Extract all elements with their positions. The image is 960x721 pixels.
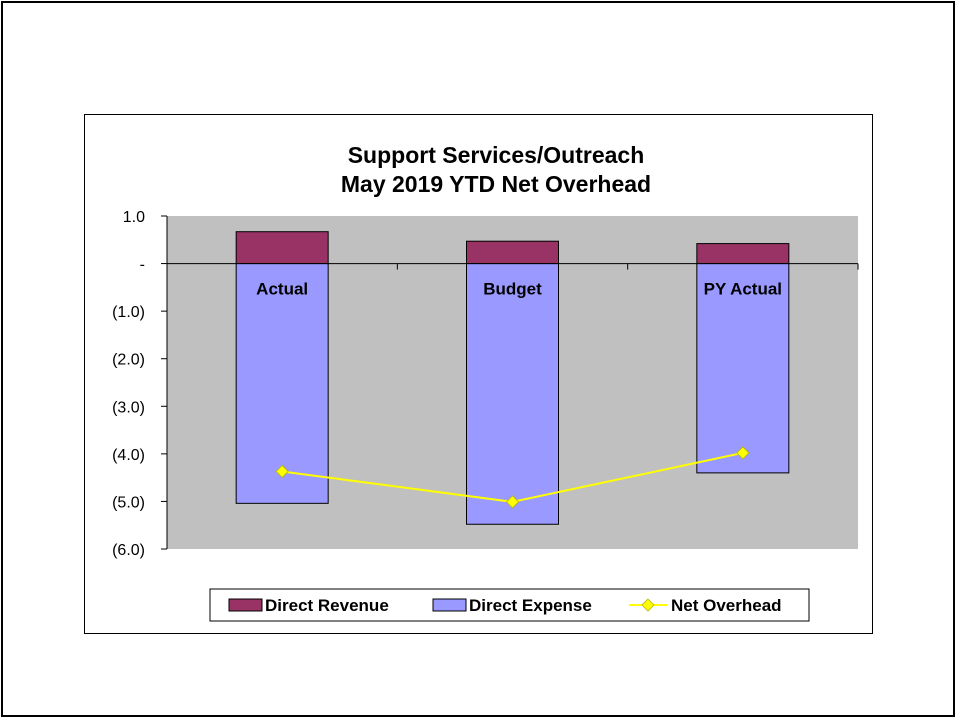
net-overhead-point (505, 495, 520, 509)
bar-direct-revenue (466, 240, 559, 265)
bar-direct-expense (466, 263, 559, 525)
y-tick-label: (1.0) (112, 304, 145, 321)
bar-direct-revenue (235, 231, 329, 265)
y-tick-label: (3.0) (112, 399, 145, 416)
y-tick-label: (4.0) (112, 447, 145, 464)
chart-subtitle: May 2019 YTD Net Overhead (341, 171, 651, 197)
chart-title: Support Services/Outreach (348, 142, 645, 168)
legend-swatch-direct-expense (432, 598, 467, 612)
y-tick-label: 1.0 (123, 209, 145, 226)
category-label: Actual (256, 280, 308, 299)
y-tick-label: (5.0) (112, 494, 145, 511)
category-label: PY Actual (704, 280, 782, 299)
net-overhead-point (275, 464, 289, 479)
y-tick-label: (2.0) (112, 352, 145, 369)
legend-swatch-direct-revenue (228, 598, 263, 612)
legend-label-net-overhead: Net Overhead (671, 596, 782, 615)
net-overhead-point (736, 446, 750, 460)
legend-label-direct-expense: Direct Expense (469, 596, 592, 615)
legend-box (209, 588, 810, 622)
plot-layer: 1.0 - (1.0) (2.0) (3.0) (4.0) (5.0) (6.0) Actual… (112, 209, 859, 559)
legend-label-direct-revenue: Direct Revenue (265, 596, 389, 615)
category-label: Budget (483, 280, 542, 299)
legend: Direct Revenue Direct Expense Net Overhead (209, 588, 810, 622)
bar-direct-revenue (696, 243, 790, 265)
legend-swatch-net-overhead-marker (641, 598, 655, 612)
y-tick-label: (6.0) (112, 542, 145, 559)
y-tick-label: - (140, 257, 145, 274)
